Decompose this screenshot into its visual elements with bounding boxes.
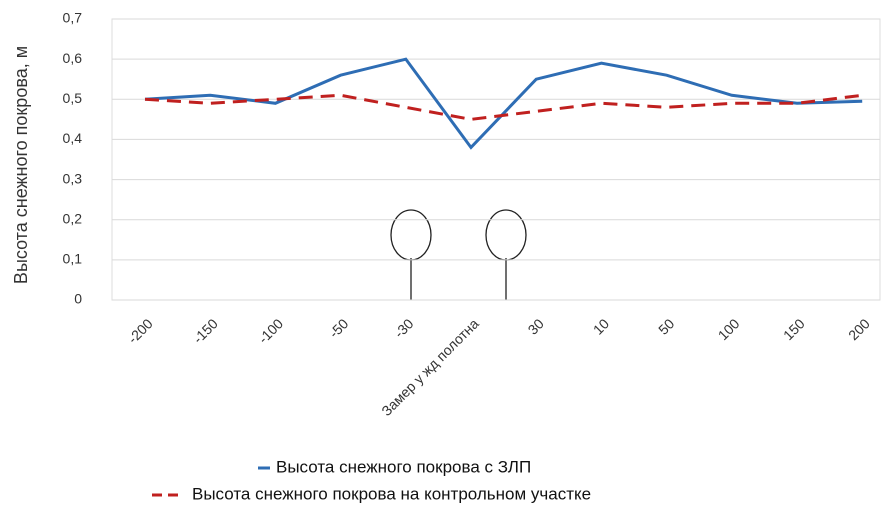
- x-tick-label: -30: [391, 315, 417, 341]
- x-tick-label: -100: [255, 315, 286, 346]
- chart: Высота снежного покрова, м 0 0,1 0,2 0,3 0,4…: [0, 0, 889, 509]
- legend-label: Высота снежного покрова с ЗЛП: [276, 457, 531, 476]
- x-tick-label: 50: [655, 315, 677, 337]
- y-tick-label: 0,2: [63, 210, 83, 226]
- x-tick-label: 30: [525, 315, 547, 337]
- x-tick-label: 10: [590, 315, 612, 337]
- y-tick-label: 0,6: [63, 50, 83, 66]
- y-tick-label: 0: [74, 291, 82, 307]
- y-axis-label: Высота снежного покрова, м: [11, 46, 31, 284]
- y-tick-label: 0,4: [63, 130, 83, 146]
- x-tick-label: -150: [190, 315, 221, 346]
- legend-label: Высота снежного покрова на контрольном у…: [192, 484, 591, 503]
- plot-area: [112, 19, 880, 300]
- x-tick-label: 100: [715, 315, 743, 343]
- y-tick-label: 0,5: [63, 90, 83, 106]
- x-tick-label: 200: [845, 315, 873, 343]
- y-tick-label: 0,7: [63, 10, 83, 26]
- y-tick-label: 0,1: [63, 251, 83, 267]
- y-tick-label: 0,3: [63, 170, 83, 186]
- page: {"chart_data": {"type": "line", "y_label…: [0, 0, 889, 514]
- x-tick-label: -200: [125, 315, 156, 346]
- x-tick-label: 150: [780, 315, 808, 343]
- x-tick-label: -50: [326, 315, 352, 341]
